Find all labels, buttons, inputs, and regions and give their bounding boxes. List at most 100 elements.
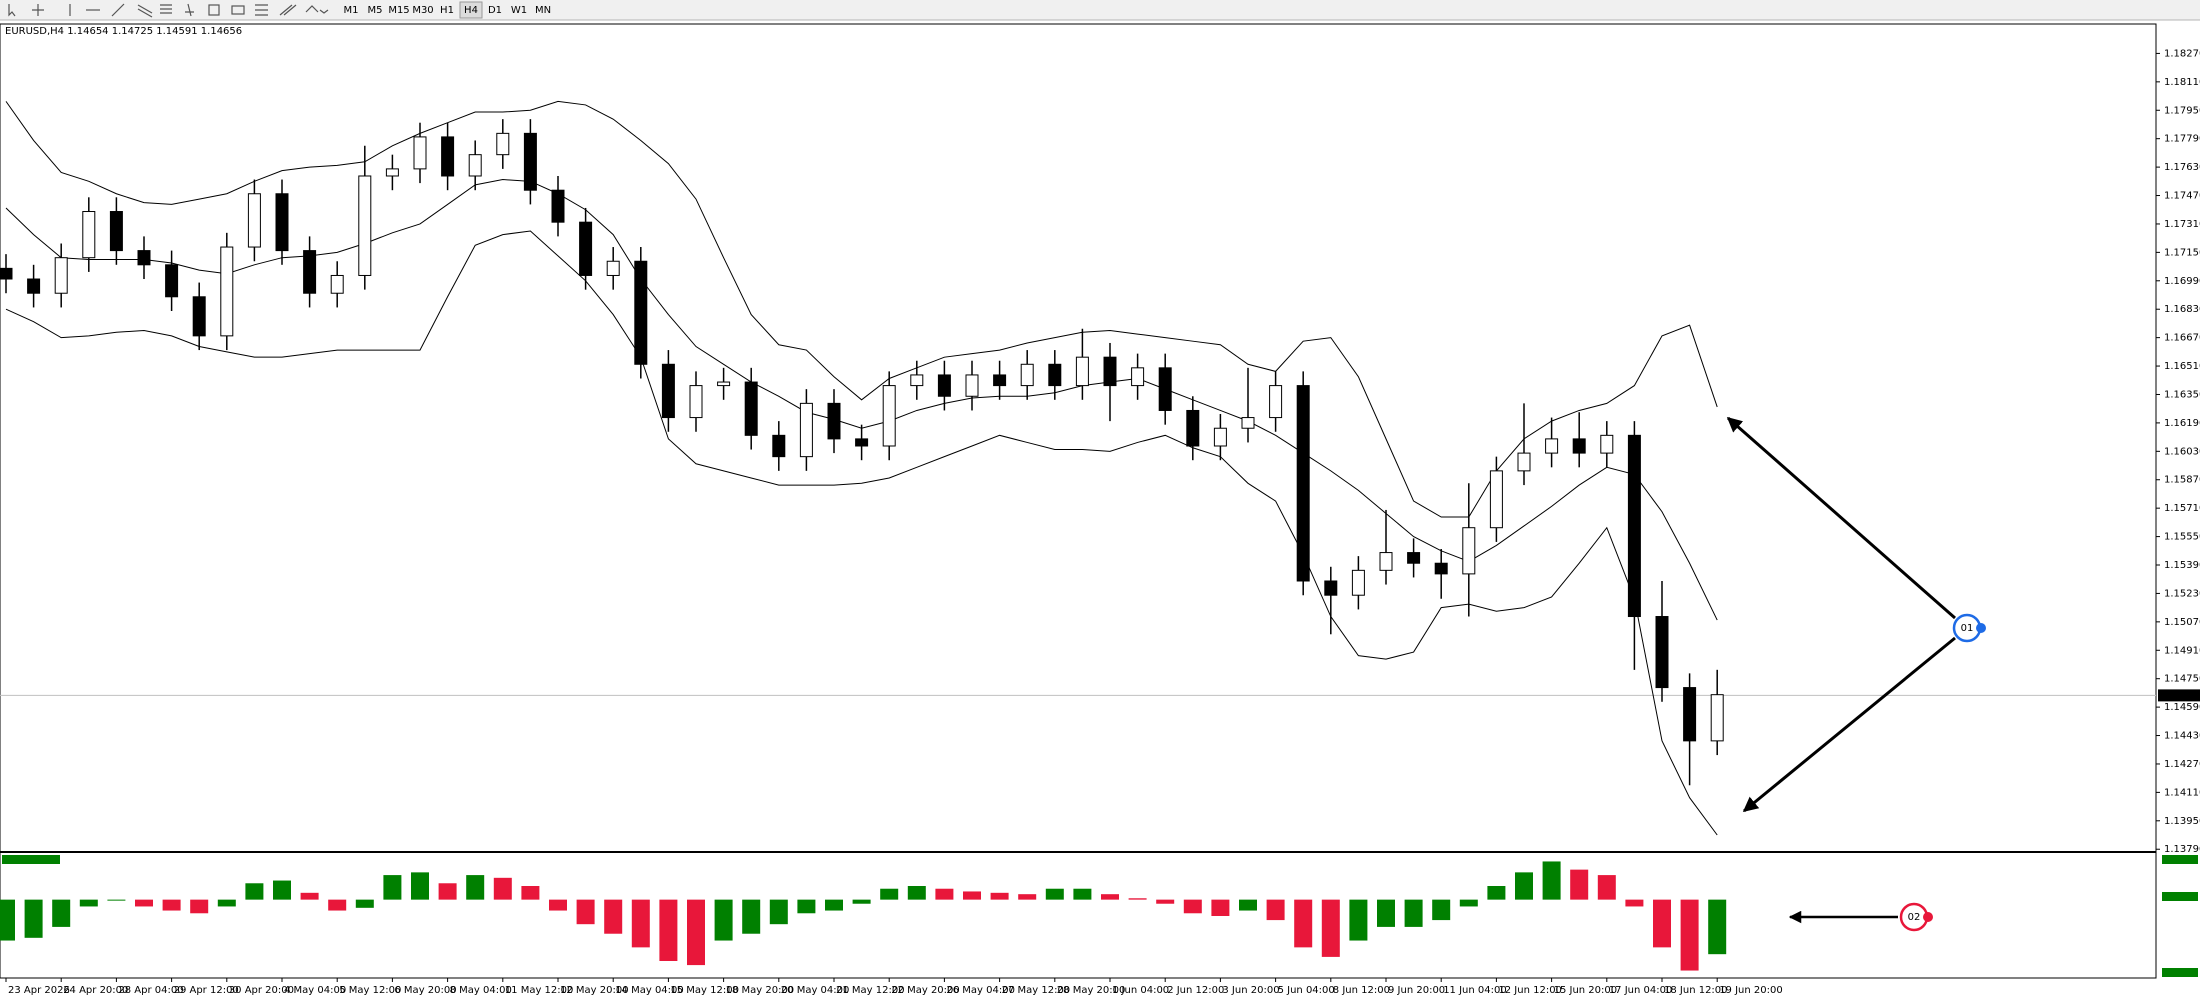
candle-body [606,260,620,276]
candle-body [579,221,593,276]
histogram-bar [880,888,899,900]
histogram-bar [1597,875,1616,900]
candle-body [1213,427,1227,447]
y-tick-label: 1.15870 [2164,475,2200,486]
text-icon[interactable] [185,3,194,17]
histogram-bar [273,880,291,900]
candle-body [1600,434,1614,454]
candle-body [0,267,13,280]
x-tick-label: 11 Jun 04:00 [1443,985,1507,996]
drawing-tools[interactable] [8,3,329,18]
x-tick-label: 11 May 12:00 [505,985,574,996]
candle-body [1158,367,1172,411]
histogram-bar [963,891,981,900]
histogram-bar [0,899,15,941]
y-tick-label: 1.16030 [2164,446,2200,457]
x-tick-label: 1 Jun 04:00 [1112,985,1169,996]
candle-body [1324,580,1338,596]
x-tick-label: 27 May 12:00 [1002,985,1071,996]
timeframe-button[interactable]: H4 [464,5,478,16]
histogram-bar [687,899,705,966]
timeframe-button[interactable]: MN [535,5,551,16]
candle-body [910,374,924,387]
candle-body [827,402,841,440]
y-tick-label: 1.14750 [2164,674,2200,685]
arrows-icon[interactable] [305,5,329,14]
histogram-bar [742,899,761,934]
candle-body [1545,438,1559,454]
x-tick-label: 5 Jun 04:00 [1278,985,1335,996]
histogram-bar [1680,899,1699,971]
annotation-handle[interactable] [1976,623,1986,633]
label-icon[interactable] [208,4,220,16]
cursor-icon[interactable] [8,4,16,17]
candle-body [1269,385,1283,419]
candle-body [275,193,289,252]
candle-body [855,438,869,447]
x-tick-label: 30 Apr 20:00 [229,985,294,996]
timeframe-button[interactable]: M15 [388,5,409,16]
histogram-bar [1321,899,1340,957]
grid-icon[interactable] [255,4,268,16]
y-tick-label: 1.15550 [2164,532,2200,543]
candle-body [1048,363,1062,387]
y-tick-label: 1.13950 [2164,816,2200,827]
histogram-bar [935,888,954,900]
lines-icon[interactable] [279,4,297,16]
timeframe-button[interactable]: H1 [440,5,454,16]
timeframe-button[interactable]: W1 [511,5,527,16]
x-tick-label: 19 Jun 20:00 [1719,985,1783,996]
histogram-bar [1073,888,1092,900]
y-tick-label: 1.16190 [2164,418,2200,429]
x-tick-label: 3 Jun 20:00 [1222,985,1279,996]
toolbar [0,0,2200,20]
y-tick-label: 1.14270 [2164,759,2200,770]
candle-body [634,260,648,365]
candle-body [1627,434,1641,618]
histogram-bar [1239,899,1257,911]
y-tick-label: 1.17630 [2164,162,2200,173]
timeframe-button[interactable]: D1 [488,5,502,16]
histogram-bar [1708,899,1727,955]
histogram-bar [714,899,733,941]
timeframe-button[interactable]: M30 [412,5,433,16]
annotation-label: 01 [1961,623,1974,634]
candle-body [1710,694,1724,742]
timeframe-button[interactable]: M5 [368,5,383,16]
candle-body [413,136,427,170]
rect-icon[interactable] [231,5,245,15]
candle-body [744,381,758,436]
indicator-tag [2,855,60,864]
timeframes: M1 M5 M15 M30 H1 H4 D1 W1 MN [344,1,551,19]
fibo-icon[interactable] [160,4,172,14]
histogram-bar [1653,899,1671,948]
y-tick-label: 1.14110 [2164,787,2200,798]
annotation-handle[interactable] [1923,912,1933,922]
crosshair-icon[interactable] [32,4,44,16]
candle-body [165,264,179,298]
x-tick-label: 21 May 12:00 [836,985,905,996]
candle-body [358,175,372,276]
histogram-bar [576,899,595,925]
histogram-bar [438,883,457,900]
bid-label-box [2158,689,2200,702]
trendline-icon[interactable] [111,3,125,17]
candle-body [303,250,317,294]
timeframe-button[interactable]: M1 [344,5,359,16]
histogram-bar [493,877,512,900]
y-tick-label: 1.18270 [2164,48,2200,59]
annotation-label: 02 [1908,912,1921,923]
x-tick-label: 2 Jun 12:00 [1167,985,1224,996]
x-tick-label: 4 May 04:00 [284,985,346,996]
histogram-bar [1515,872,1533,900]
candle-body [1655,616,1669,689]
x-tick-label: 18 May 20:00 [726,985,795,996]
candle-body [882,385,896,447]
x-tick-label: 12 Jun 12:00 [1498,985,1562,996]
histogram-bar [797,899,816,914]
symbol-header: EURUSD,H4 1.14654 1.14725 1.14591 1.1465… [5,26,242,37]
x-tick-label: 9 Jun 20:00 [1388,985,1445,996]
indicator-zero-box [2162,892,2198,901]
x-tick-label: 6 May 20:00 [394,985,456,996]
channel-icon[interactable] [137,4,153,18]
